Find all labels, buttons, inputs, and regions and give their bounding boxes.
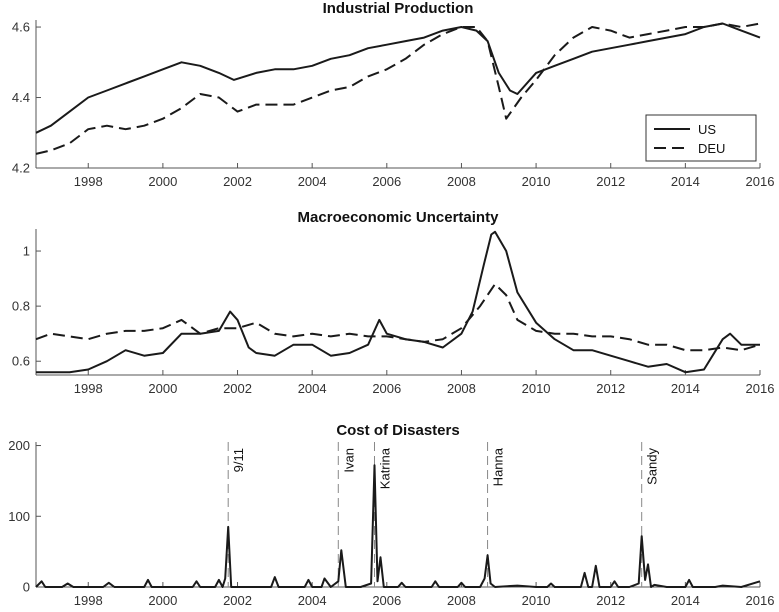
x-tick-label: 2016 xyxy=(746,593,775,608)
x-tick-label: 2014 xyxy=(671,593,700,608)
x-tick-label: 2008 xyxy=(447,174,476,189)
series-line-us xyxy=(35,22,761,134)
x-tick-label: 2016 xyxy=(746,381,775,396)
y-tick-label: 0 xyxy=(23,580,30,595)
series-line-deu xyxy=(35,283,761,352)
y-tick-label: 100 xyxy=(8,509,30,524)
event-label: Katrina xyxy=(377,447,392,489)
x-tick-label: 2004 xyxy=(298,381,327,396)
chart-title: Cost of Disasters xyxy=(336,422,459,439)
x-tick-label: 2006 xyxy=(372,381,401,396)
y-tick-label: 200 xyxy=(8,438,30,453)
x-tick-label: 2000 xyxy=(148,174,177,189)
x-tick-label: 2016 xyxy=(746,174,775,189)
chart-panel-2: Macroeconomic Uncertainty 1998 2000 2002 200… xyxy=(12,209,775,396)
series-line-cost-of-disasters xyxy=(35,464,761,588)
event-label: Sandy xyxy=(645,448,660,485)
x-tick-label: 2014 xyxy=(671,174,700,189)
chart-title: Industrial Production xyxy=(323,0,474,17)
event-label: 9/11 xyxy=(231,448,246,472)
legend-label: DEU xyxy=(698,141,725,156)
x-tick-label: 1998 xyxy=(74,593,103,608)
x-tick-label: 2010 xyxy=(522,593,551,608)
chart-panel-1: Industrial Production 1998 2000 2002 2004 200… xyxy=(12,0,775,189)
x-tick-label: 2010 xyxy=(522,174,551,189)
event-label: Hanna xyxy=(491,447,506,486)
x-tick-label: 2002 xyxy=(223,593,252,608)
legend-box xyxy=(645,114,757,162)
x-tick-label: 2008 xyxy=(447,381,476,396)
x-tick-label: 2004 xyxy=(298,593,327,608)
x-tick-label: 2004 xyxy=(298,174,327,189)
legend-label: US xyxy=(698,122,716,137)
x-tick-label: 2012 xyxy=(596,593,625,608)
y-tick-label: 0.8 xyxy=(12,299,30,314)
y-tick-label: 0.6 xyxy=(12,354,30,369)
series-line-deu xyxy=(35,22,761,155)
y-tick-label: 4.2 xyxy=(12,161,30,176)
x-tick-label: 2006 xyxy=(372,593,401,608)
chart-title: Macroeconomic Uncertainty xyxy=(298,209,500,226)
x-tick-label: 2006 xyxy=(372,174,401,189)
y-tick-label: 4.6 xyxy=(12,20,30,35)
event-label: Ivan xyxy=(341,448,356,473)
x-tick-label: 2014 xyxy=(671,381,700,396)
y-tick-label: 1 xyxy=(23,244,30,259)
x-tick-label: 1998 xyxy=(74,174,103,189)
x-tick-label: 1998 xyxy=(74,381,103,396)
y-tick-label: 4.4 xyxy=(12,90,30,105)
x-tick-label: 2012 xyxy=(596,381,625,396)
x-tick-label: 2008 xyxy=(447,593,476,608)
x-tick-label: 2002 xyxy=(223,381,252,396)
legend: US DEU xyxy=(645,114,757,162)
x-tick-label: 2010 xyxy=(522,381,551,396)
x-tick-label: 2002 xyxy=(223,174,252,189)
x-tick-label: 2012 xyxy=(596,174,625,189)
series-line-us xyxy=(36,230,760,374)
x-tick-label: 2000 xyxy=(148,381,177,396)
x-tick-label: 2000 xyxy=(148,593,177,608)
